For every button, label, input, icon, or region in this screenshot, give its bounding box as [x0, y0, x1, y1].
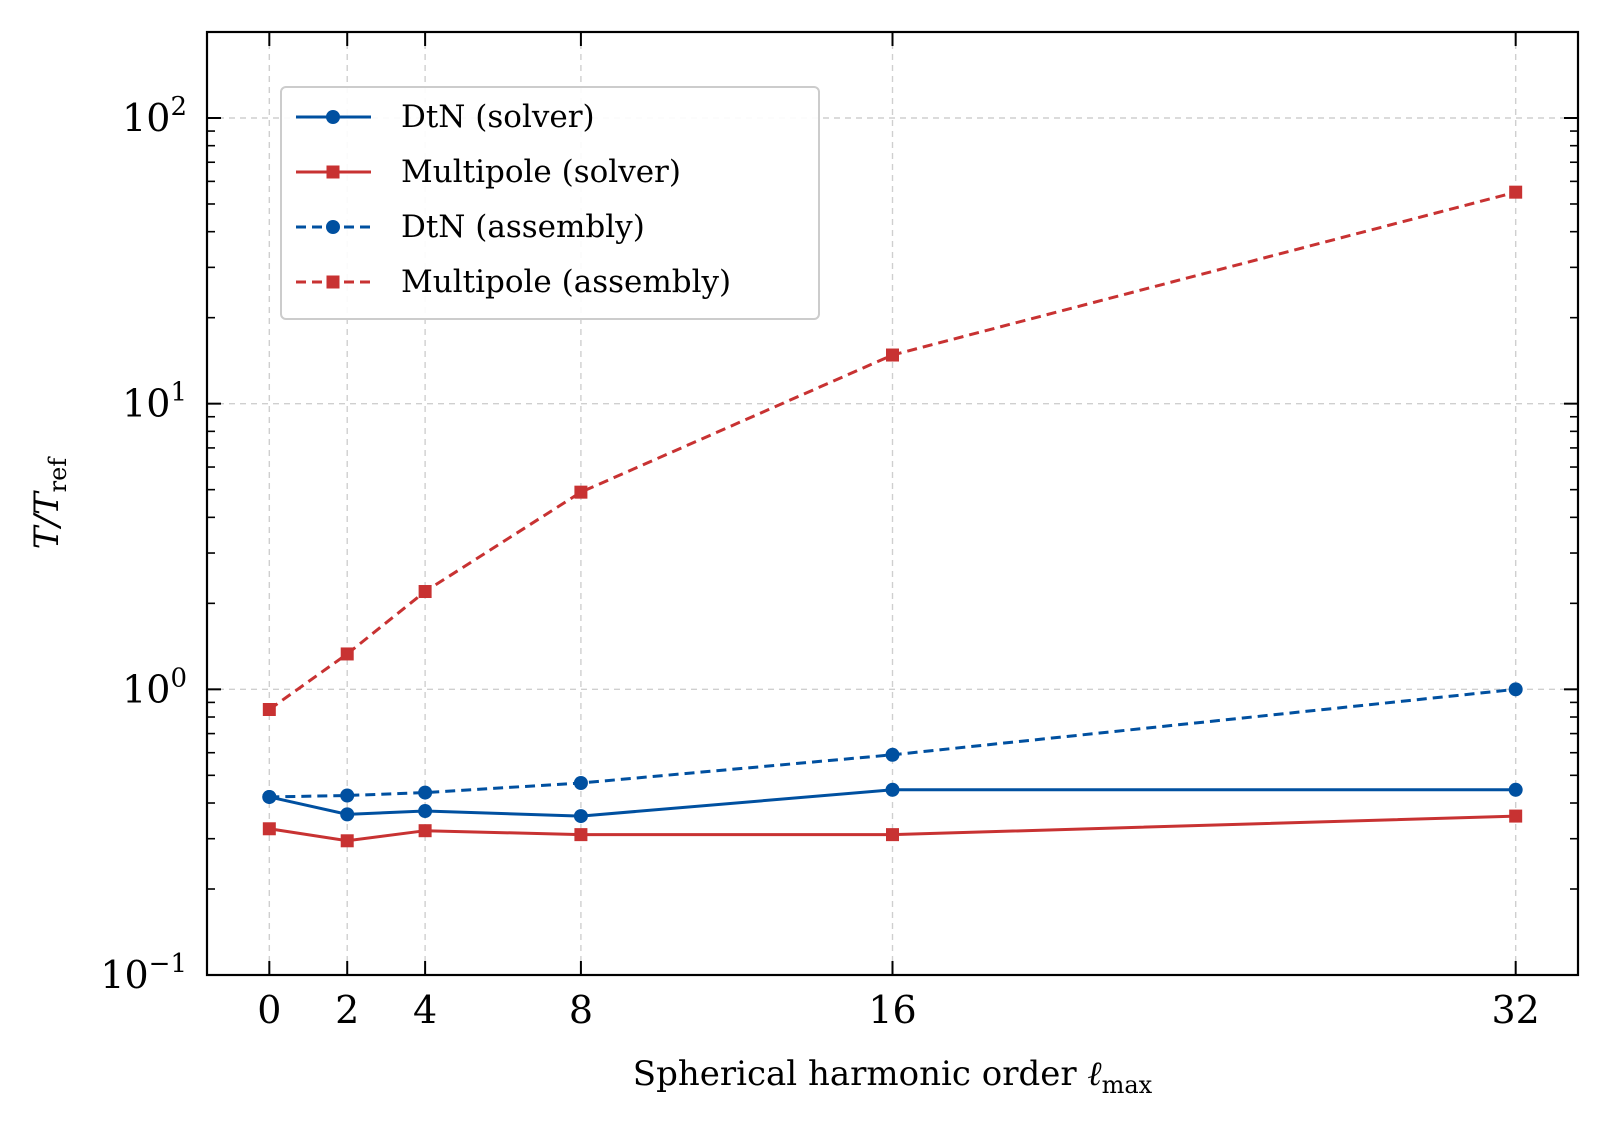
data-point [340, 788, 355, 803]
data-point [886, 828, 899, 842]
data-point [418, 585, 432, 599]
data-point [340, 807, 355, 822]
y-tick-base: 10 [100, 953, 148, 997]
x-axis-title-text: Spherical harmonic order [633, 1054, 1088, 1094]
data-point [418, 824, 432, 838]
y-tick-base: 10 [122, 382, 170, 426]
y-tick-label: 101 [122, 378, 187, 426]
data-point [1508, 782, 1523, 797]
y-tick-label: 10−1 [100, 949, 187, 997]
series-dtn-solver [262, 782, 1523, 824]
y-tick-base: 10 [122, 667, 170, 711]
series-line [269, 814, 1516, 843]
y-tick-label: 100 [122, 663, 187, 711]
x-axis-title-symbol: ℓ [1087, 1054, 1101, 1094]
legend-marker [326, 275, 340, 289]
legend-item: DtN (assembly) [296, 209, 645, 245]
x-tick-label: 2 [335, 988, 359, 1032]
data-point [262, 789, 277, 804]
legend-label: DtN (assembly) [401, 209, 645, 245]
data-point [1509, 185, 1523, 199]
y-tick-exponent: 2 [170, 92, 187, 122]
data-point [1509, 809, 1523, 823]
legend-item: Multipole (assembly) [296, 264, 731, 300]
data-point [418, 785, 433, 800]
x-tick-label: 0 [257, 988, 281, 1032]
series-multipole-solver [262, 809, 1523, 848]
series-layer [262, 185, 1523, 848]
data-point [340, 647, 354, 661]
y-axis-title-text: T/T [27, 490, 67, 549]
x-axis-label: Spherical harmonic order ℓmax [633, 1054, 1153, 1099]
y-axis-label: T/Tref [27, 456, 72, 549]
data-point [574, 485, 588, 499]
legend-marker [326, 220, 340, 234]
y-tick-exponent: 1 [170, 378, 187, 408]
legend: DtN (solver) Multipole (solver) DtN (assem… [280, 86, 820, 320]
data-point [573, 776, 588, 791]
y-tick-exponent: −1 [149, 949, 187, 979]
y-tick-exponent: 0 [170, 663, 187, 693]
x-axis-title: Spherical harmonic order ℓmax [633, 1054, 1153, 1099]
data-point [340, 834, 354, 848]
y-axis-title-subscript: ref [44, 456, 72, 493]
series-line [268, 788, 1516, 818]
series-multipole-assembly [262, 185, 1523, 716]
data-point [1508, 682, 1523, 697]
data-point [885, 747, 900, 762]
legend-marker [326, 165, 340, 179]
legend-label: DtN (solver) [401, 99, 595, 135]
data-point [262, 822, 276, 836]
data-point [885, 782, 900, 797]
y-tick-base: 10 [122, 96, 170, 140]
legend-label: Multipole (assembly) [401, 264, 731, 300]
x-tick-label: 4 [413, 988, 437, 1032]
y-tick-label: 102 [122, 92, 187, 140]
x-tick-label: 8 [569, 988, 593, 1032]
legend-label: Multipole (solver) [401, 154, 681, 190]
data-point [573, 809, 588, 824]
x-tick-label: 32 [1492, 988, 1540, 1032]
x-tick-label: 16 [868, 988, 916, 1032]
legend-box [280, 86, 820, 320]
legend-marker [326, 110, 340, 124]
x-axis-title-subscript: max [1102, 1071, 1153, 1099]
legend-item: DtN (solver) [296, 99, 595, 135]
legend-item: Multipole (solver) [296, 154, 681, 190]
data-point [262, 702, 276, 716]
data-point [574, 828, 588, 842]
series-dtn-assembly [262, 682, 1523, 804]
data-point [886, 348, 899, 362]
y-axis-title: T/Tref [27, 456, 72, 549]
series-line [269, 687, 1516, 799]
data-point [418, 804, 433, 819]
